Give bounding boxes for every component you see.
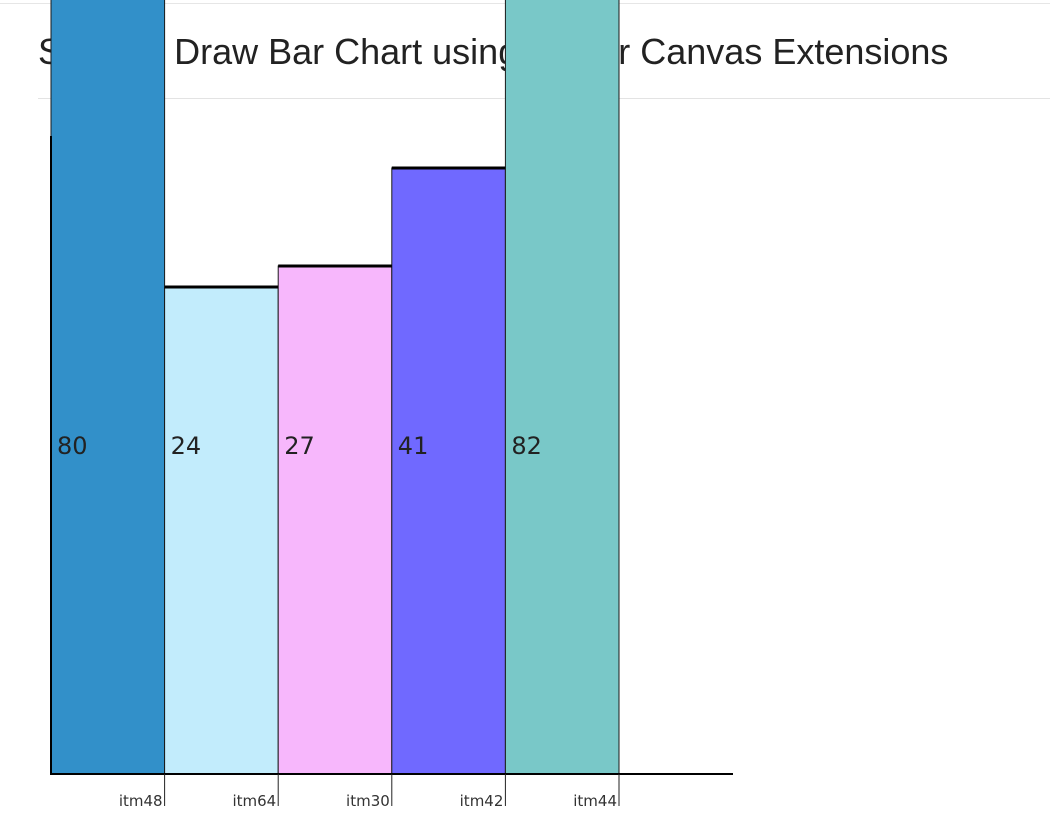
bar-itm30 [277, 265, 393, 775]
bar-itm44 [504, 0, 620, 775]
value-label-itm64: 24 [171, 432, 202, 460]
value-label-itm42: 41 [398, 432, 429, 460]
x-tick-label-itm30: itm30 [346, 792, 390, 810]
x-ticks: itm48 itm64 itm30 itm42 itm44 [119, 774, 620, 810]
bar-top-lines [164, 166, 506, 289]
bars-layer [50, 0, 620, 775]
x-tick-label-itm44: itm44 [573, 792, 617, 810]
x-tick-label-itm48: itm48 [119, 792, 163, 810]
value-label-itm48: 80 [57, 432, 88, 460]
x-tick-label-itm42: itm42 [460, 792, 504, 810]
value-label-itm44: 82 [511, 432, 542, 460]
page-title: Shanu - Draw Bar Chart using Blazor Canv… [38, 31, 949, 72]
value-labels: 80 24 27 41 82 [57, 432, 542, 460]
bar-itm64 [164, 286, 279, 775]
value-label-itm30: 27 [284, 432, 315, 460]
bar-itm42 [391, 167, 506, 775]
bar-itm48 [50, 0, 166, 775]
x-tick-label-itm64: itm64 [232, 792, 276, 810]
